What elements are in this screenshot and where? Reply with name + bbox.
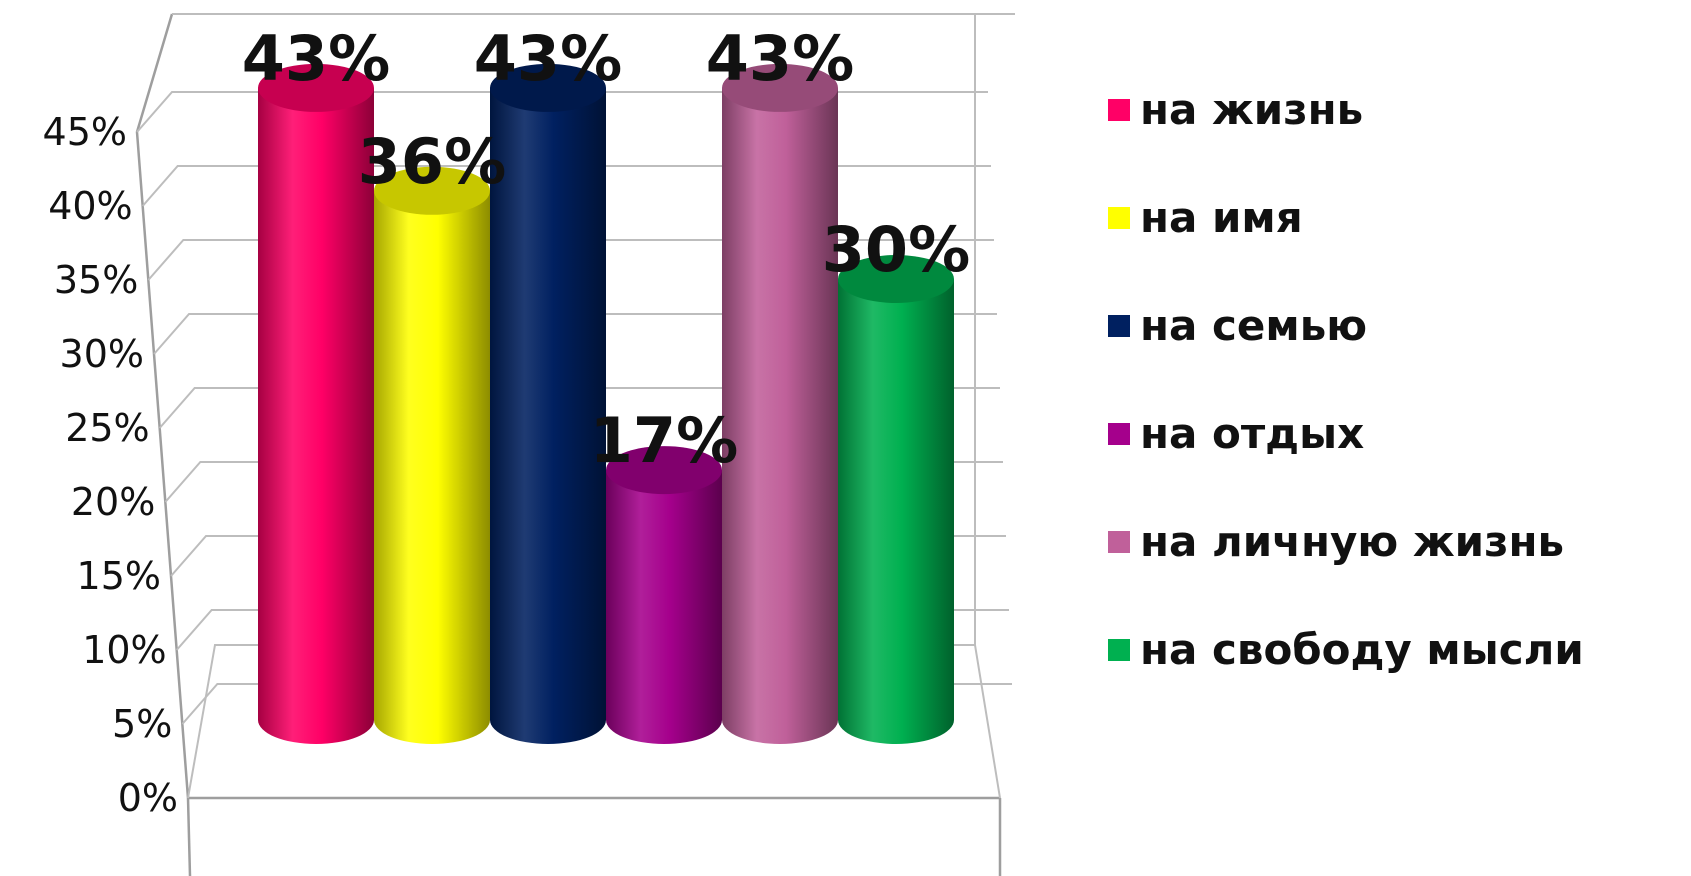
y-tick-label: 15% — [77, 554, 161, 598]
legend-label: на жизнь — [1140, 85, 1363, 134]
y-axis-tick-labels: 0% 5% 10% 15% 20% 25% 30% 35% 40% 45% — [43, 110, 178, 820]
bar-top — [374, 166, 490, 215]
data-label: 43% — [706, 22, 854, 95]
bar-2 — [374, 166, 490, 744]
legend-swatch — [1108, 423, 1130, 445]
bar-body — [606, 470, 722, 744]
data-label: 43% — [242, 22, 390, 95]
bar-body — [490, 87, 606, 744]
data-labels: 43% 36% 43% 17% 43% 30% — [242, 22, 970, 477]
legend-item: на свободу мысли — [1108, 625, 1584, 674]
bar-5 — [722, 63, 838, 744]
bar-top — [838, 255, 954, 303]
legend-swatch — [1108, 99, 1130, 121]
y-tick-label: 25% — [65, 406, 149, 450]
bar-6 — [838, 255, 954, 744]
legend-label: на отдых — [1140, 409, 1364, 458]
bar-1 — [258, 63, 374, 744]
bar-top — [490, 63, 606, 112]
legend-item: на отдых — [1108, 409, 1364, 458]
y-tick-label: 0% — [118, 776, 178, 820]
bar-top — [722, 63, 838, 112]
y-tick-label: 35% — [54, 258, 138, 302]
chart-bars — [258, 63, 954, 744]
data-label: 43% — [474, 22, 622, 95]
data-label: 17% — [590, 404, 738, 477]
legend-label: на семью — [1140, 301, 1367, 350]
gridline-40pct — [141, 165, 991, 207]
legend-label: на личную жизнь — [1140, 517, 1564, 566]
bar-body — [722, 87, 838, 744]
legend-label: на свободу мысли — [1140, 625, 1584, 674]
legend-swatch — [1108, 531, 1130, 553]
y-tick-label: 30% — [60, 332, 144, 376]
bar-body — [838, 279, 954, 744]
y-tick-label: 40% — [48, 184, 132, 228]
legend-swatch — [1108, 639, 1130, 661]
legend-swatch — [1108, 315, 1130, 337]
bar-top — [258, 63, 374, 112]
y-tick-label: 45% — [43, 110, 127, 154]
bar-4 — [606, 446, 722, 744]
legend-label: на имя — [1140, 193, 1303, 242]
y-tick-label: 10% — [82, 628, 166, 672]
data-label: 36% — [358, 125, 506, 198]
bar-body — [374, 190, 490, 744]
floor-right-edge — [974, 14, 1001, 799]
bar-3 — [490, 63, 606, 744]
chart-legend: на жизнь на имя на семью на отдых на личную … — [1108, 85, 1584, 674]
bar-body — [258, 87, 374, 744]
gridline-45pct — [136, 91, 988, 133]
legend-item: на имя — [1108, 193, 1303, 242]
x-axis-left-tick — [186, 797, 192, 876]
y-tick-label: 5% — [112, 702, 172, 746]
legend-swatch — [1108, 207, 1130, 229]
bar-top — [606, 446, 722, 495]
legend-item: на жизнь — [1108, 85, 1363, 134]
legend-item: на семью — [1108, 301, 1367, 350]
y-tick-label: 20% — [71, 480, 155, 524]
data-label: 30% — [822, 213, 970, 286]
legend-item: на личную жизнь — [1108, 517, 1564, 566]
